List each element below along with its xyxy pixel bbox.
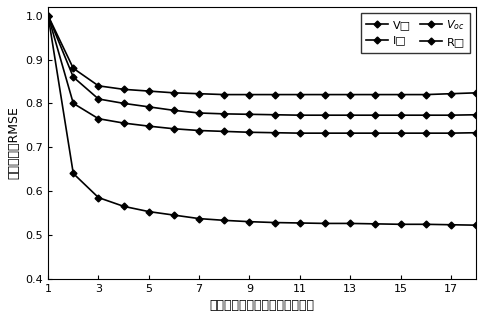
X-axis label: 不同辐照度水平的拟合样本数量: 不同辐照度水平的拟合样本数量	[210, 299, 314, 312]
Y-axis label: 归一化平均RMSE: 归一化平均RMSE	[7, 106, 20, 179]
Legend: V□, I□, $V_{oc}$, R□: V□, I□, $V_{oc}$, R□	[360, 12, 470, 53]
